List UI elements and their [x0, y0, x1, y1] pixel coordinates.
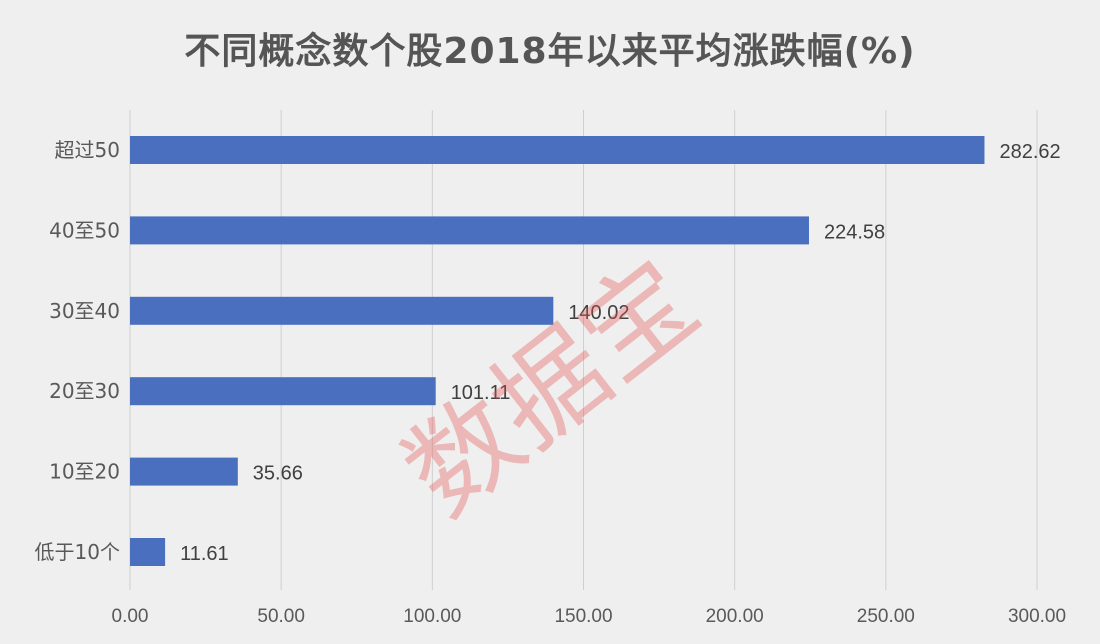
x-tick-label: 100.00: [403, 606, 461, 627]
y-category-label: 30至40: [49, 299, 120, 323]
bar: [130, 136, 985, 164]
x-tick-label: 300.00: [1008, 606, 1066, 627]
x-tick-label: 150.00: [554, 606, 612, 627]
y-category-label: 10至20: [49, 460, 120, 484]
y-category-label: 低于10个: [35, 540, 120, 564]
y-category-label: 20至30: [49, 379, 120, 403]
data-label: 35.66: [253, 463, 303, 485]
data-label: 282.62: [999, 141, 1060, 163]
x-tick-label: 250.00: [857, 606, 915, 627]
data-label: 140.02: [568, 302, 629, 324]
y-category-label: 40至50: [49, 218, 120, 242]
bar: [130, 296, 554, 325]
x-tick-label: 200.00: [706, 606, 764, 627]
data-label: 224.58: [824, 221, 885, 243]
data-label: 101.11: [451, 382, 511, 404]
bar: [130, 457, 238, 486]
x-tick-label: 50.00: [257, 606, 305, 627]
x-tick-label: 0.00: [112, 606, 149, 627]
bar: [130, 377, 436, 406]
bar: [130, 538, 166, 566]
bar: [130, 216, 809, 245]
chart-title: 不同概念数个股2018年以来平均涨跌幅(%): [184, 31, 916, 72]
data-label: 11.61: [180, 543, 229, 565]
y-category-label: 超过50: [55, 138, 120, 162]
